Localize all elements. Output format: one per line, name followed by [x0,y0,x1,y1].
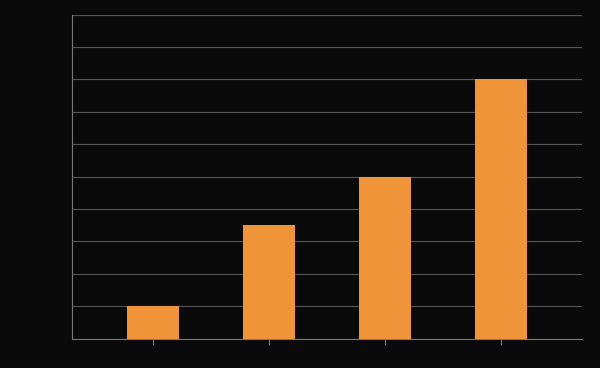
Bar [359,177,411,339]
Bar [243,225,295,339]
Bar [127,306,179,339]
Bar [475,79,527,339]
